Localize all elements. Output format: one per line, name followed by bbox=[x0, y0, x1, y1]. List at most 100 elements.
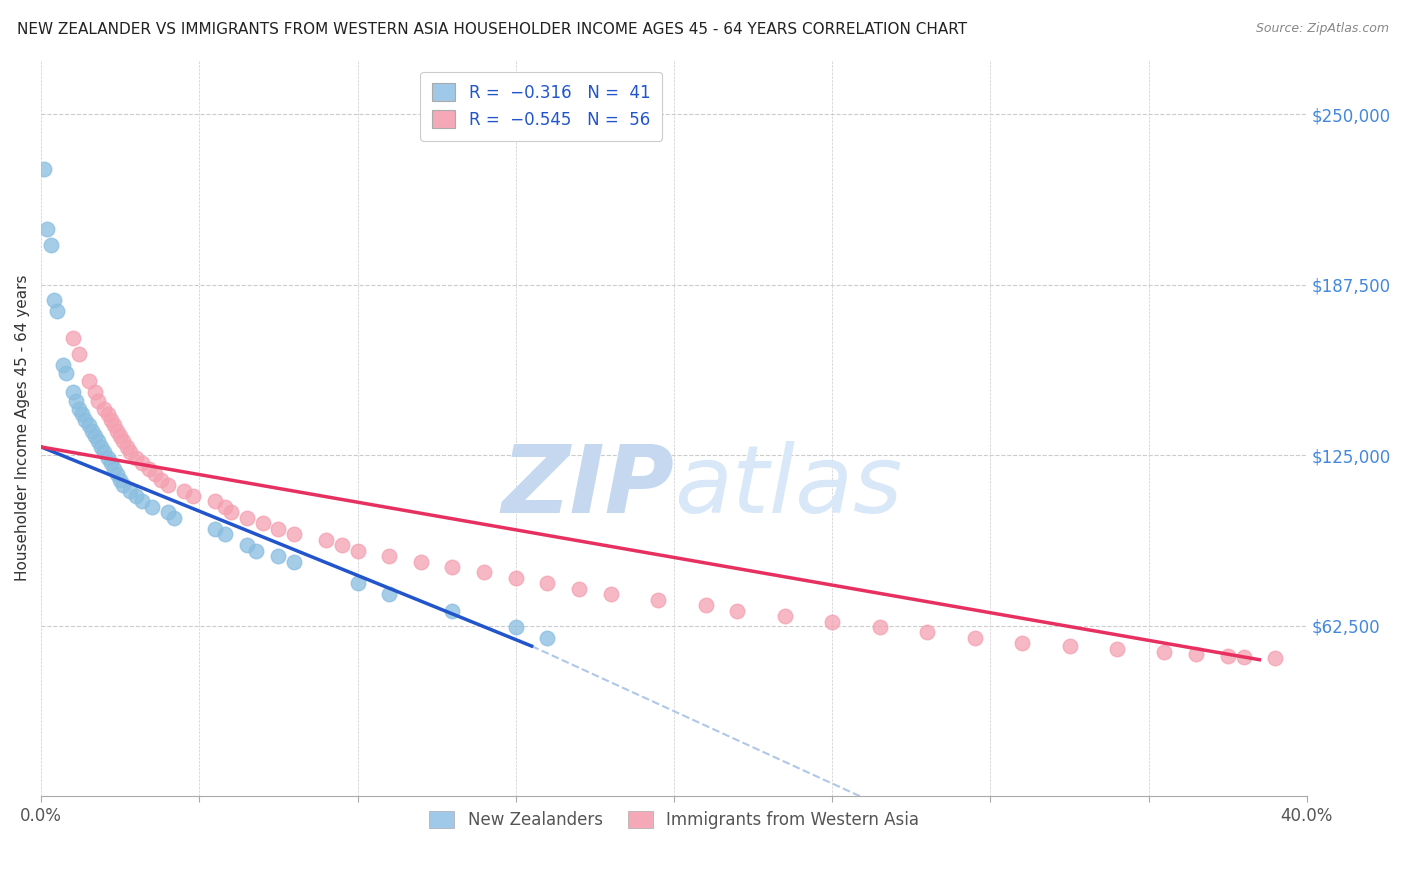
Point bbox=[112, 478, 135, 492]
Point bbox=[62, 385, 84, 400]
Point bbox=[32, 161, 55, 176]
Point bbox=[87, 434, 110, 449]
Point bbox=[131, 494, 153, 508]
Point bbox=[330, 538, 353, 552]
Point bbox=[869, 620, 891, 634]
Point bbox=[118, 445, 141, 459]
Point bbox=[55, 366, 77, 380]
Point bbox=[1011, 636, 1033, 650]
Point bbox=[118, 483, 141, 498]
Point bbox=[67, 401, 90, 416]
Point bbox=[1185, 647, 1208, 661]
Point bbox=[65, 393, 87, 408]
Text: ZIP: ZIP bbox=[501, 441, 673, 533]
Point bbox=[1105, 641, 1128, 656]
Point bbox=[378, 587, 401, 601]
Point bbox=[245, 543, 267, 558]
Point bbox=[110, 473, 132, 487]
Point bbox=[204, 494, 226, 508]
Y-axis label: Householder Income Ages 45 - 64 years: Householder Income Ages 45 - 64 years bbox=[15, 275, 30, 581]
Text: Source: ZipAtlas.com: Source: ZipAtlas.com bbox=[1256, 22, 1389, 36]
Point bbox=[346, 576, 368, 591]
Point bbox=[346, 543, 368, 558]
Point bbox=[1232, 650, 1254, 665]
Point bbox=[103, 462, 125, 476]
Point bbox=[125, 489, 148, 503]
Point bbox=[283, 527, 305, 541]
Point bbox=[84, 429, 107, 443]
Point bbox=[725, 604, 748, 618]
Point bbox=[105, 467, 128, 482]
Point bbox=[472, 566, 495, 580]
Point bbox=[267, 549, 290, 563]
Point bbox=[42, 293, 65, 307]
Point bbox=[100, 456, 122, 470]
Point bbox=[141, 500, 163, 514]
Point bbox=[143, 467, 166, 482]
Point bbox=[125, 450, 148, 465]
Point bbox=[131, 456, 153, 470]
Point bbox=[773, 609, 796, 624]
Point bbox=[93, 445, 115, 459]
Point bbox=[156, 505, 179, 519]
Point bbox=[505, 620, 527, 634]
Point bbox=[283, 554, 305, 568]
Point bbox=[568, 582, 591, 596]
Point bbox=[1153, 644, 1175, 658]
Point bbox=[315, 533, 337, 547]
Text: NEW ZEALANDER VS IMMIGRANTS FROM WESTERN ASIA HOUSEHOLDER INCOME AGES 45 - 64 YE: NEW ZEALANDER VS IMMIGRANTS FROM WESTERN… bbox=[17, 22, 967, 37]
Point bbox=[599, 587, 621, 601]
Point bbox=[1264, 651, 1286, 665]
Point bbox=[441, 604, 464, 618]
Point bbox=[105, 424, 128, 438]
Point bbox=[39, 238, 62, 252]
Point bbox=[87, 393, 110, 408]
Point bbox=[695, 598, 717, 612]
Point bbox=[80, 424, 103, 438]
Point bbox=[97, 450, 120, 465]
Point bbox=[214, 527, 236, 541]
Point bbox=[181, 489, 204, 503]
Point bbox=[505, 571, 527, 585]
Point bbox=[138, 462, 160, 476]
Point bbox=[77, 375, 100, 389]
Point bbox=[536, 631, 558, 645]
Point bbox=[77, 418, 100, 433]
Point bbox=[150, 473, 173, 487]
Point bbox=[915, 625, 938, 640]
Point bbox=[378, 549, 401, 563]
Point bbox=[173, 483, 195, 498]
Point bbox=[252, 516, 274, 531]
Point bbox=[100, 412, 122, 426]
Point bbox=[536, 576, 558, 591]
Point bbox=[219, 505, 242, 519]
Point bbox=[1059, 639, 1081, 653]
Point bbox=[647, 592, 669, 607]
Point bbox=[236, 511, 259, 525]
Point bbox=[93, 401, 115, 416]
Point bbox=[103, 418, 125, 433]
Point bbox=[214, 500, 236, 514]
Point bbox=[963, 631, 986, 645]
Point bbox=[75, 412, 97, 426]
Point bbox=[67, 347, 90, 361]
Point bbox=[110, 429, 132, 443]
Point bbox=[112, 434, 135, 449]
Point bbox=[163, 511, 186, 525]
Point bbox=[90, 440, 112, 454]
Point bbox=[441, 560, 464, 574]
Point bbox=[97, 407, 120, 421]
Point bbox=[1216, 648, 1239, 663]
Point bbox=[409, 554, 432, 568]
Legend: New Zealanders, Immigrants from Western Asia: New Zealanders, Immigrants from Western … bbox=[422, 804, 925, 836]
Point bbox=[37, 221, 59, 235]
Point bbox=[70, 407, 93, 421]
Point bbox=[84, 385, 107, 400]
Point bbox=[156, 478, 179, 492]
Point bbox=[236, 538, 259, 552]
Point bbox=[821, 615, 844, 629]
Text: atlas: atlas bbox=[673, 442, 903, 533]
Point bbox=[115, 440, 138, 454]
Point bbox=[45, 303, 67, 318]
Point bbox=[62, 331, 84, 345]
